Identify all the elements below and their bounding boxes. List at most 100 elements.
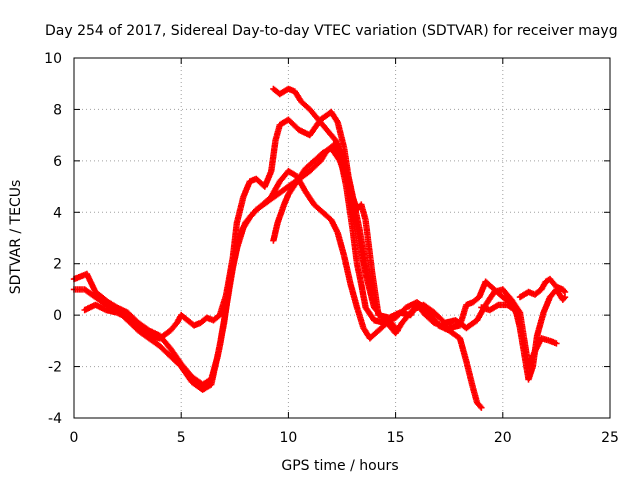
y-tick-label: 8 [53, 102, 62, 118]
x-tick-label: 0 [70, 430, 79, 446]
data-point-markers [422, 311, 437, 325]
x-axis-label: GPS time / hours [281, 458, 398, 474]
data-point-markers [529, 334, 541, 370]
data-point-markers [542, 276, 552, 285]
data-point-markers [199, 377, 213, 388]
data-point-markers [499, 286, 514, 302]
data-point-markers [270, 221, 281, 244]
x-tick-label: 5 [177, 430, 186, 446]
data-point-markers [302, 188, 317, 207]
data-point-markers [491, 286, 505, 300]
chart-title: Day 254 of 2017, Sidereal Day-to-day VTE… [45, 23, 618, 39]
data-point-markers [274, 203, 287, 226]
data-point-markers [81, 286, 98, 300]
data-point-markers [503, 301, 518, 313]
data-point-markers [285, 179, 300, 198]
data-point-markers [208, 344, 223, 388]
data-point-markers [223, 257, 236, 298]
data-point-markers [259, 194, 274, 208]
data-point-markers [216, 306, 230, 350]
x-tick-label: 10 [279, 430, 297, 446]
data-point-markers [298, 98, 312, 112]
data-point-markers [388, 319, 400, 333]
data-point-markers [362, 216, 375, 273]
data-point-markers [178, 311, 190, 323]
axis-ticks: 0 5 10 15 20 25 -4 -2 0 2 4 6 8 10 [44, 51, 619, 446]
data-point-markers [268, 138, 279, 175]
data-point-markers [456, 303, 469, 329]
data-point-markers [379, 314, 394, 326]
data-point-markers [349, 227, 360, 266]
series-track-5 [270, 85, 376, 298]
data-point-markers [319, 209, 334, 223]
y-tick-label: 6 [53, 154, 62, 170]
data-point-markers [499, 293, 512, 305]
data-point-markers [533, 311, 547, 339]
data-point-markers [351, 203, 362, 230]
data-point-markers [167, 353, 184, 369]
y-tick-label: 2 [53, 257, 62, 273]
data-point-markers [456, 335, 470, 363]
data-point-markers [559, 286, 568, 294]
data-point-markers [285, 167, 299, 179]
data-point-markers [274, 184, 291, 198]
data-point-markers [394, 327, 401, 334]
x-tick-label: 20 [494, 430, 512, 446]
data-point-markers [482, 290, 497, 309]
data-point-markers [540, 295, 553, 316]
data-point-markers [478, 404, 485, 411]
data-point-markers [347, 281, 360, 309]
data-point-markers [353, 260, 365, 286]
data-point-markers [233, 195, 247, 226]
data-point-markers [420, 301, 437, 315]
y-axis-label: SDTVAR / TECUs [8, 180, 24, 295]
data-point-markers [538, 280, 548, 293]
data-point-markers [371, 304, 385, 320]
data-series [70, 85, 569, 411]
data-point-markers [463, 358, 476, 389]
data-point-markers [156, 342, 173, 359]
series-track-7 [516, 275, 569, 301]
data-point-markers [413, 301, 428, 318]
data-point-markers [310, 201, 325, 215]
data-point-markers [261, 169, 274, 190]
data-point-markers [167, 320, 179, 334]
data-point-markers [347, 183, 358, 209]
data-point-markers [486, 302, 501, 314]
data-point-markers [512, 306, 523, 330]
data-point-markers [366, 328, 381, 342]
data-point-markers [315, 116, 330, 132]
data-point-markers [242, 210, 257, 226]
data-point-markers [328, 144, 343, 163]
data-point-markers [473, 399, 484, 410]
data-point-markers [553, 340, 560, 347]
data-point-markers [561, 288, 569, 296]
data-point-markers [469, 295, 482, 306]
data-point-markers [310, 151, 325, 165]
data-point-markers [482, 278, 497, 292]
data-point-markers [235, 220, 249, 242]
data-point-markers [362, 260, 375, 297]
x-tick-label: 25 [601, 430, 619, 446]
data-point-markers [135, 322, 151, 338]
data-point-markers [334, 229, 347, 258]
data-point-markers [302, 158, 317, 172]
data-point-markers [323, 126, 338, 143]
data-point-markers [546, 275, 559, 289]
data-point-markers [334, 119, 347, 150]
data-point-markers [340, 252, 354, 286]
data-point-markers [268, 179, 283, 201]
y-tick-label: 4 [53, 205, 62, 221]
y-tick-label: -4 [48, 411, 62, 427]
data-point-markers [229, 221, 240, 262]
data-point-markers [240, 179, 253, 201]
series-track-3 [81, 108, 517, 342]
data-point-markers [463, 318, 479, 332]
data-point-markers [328, 108, 340, 124]
x-tick-label: 15 [387, 430, 405, 446]
y-tick-label: 10 [44, 51, 62, 67]
data-point-markers [210, 313, 222, 324]
data-point-markers [216, 293, 229, 319]
y-tick-label: -2 [48, 360, 62, 376]
data-point-markers [516, 324, 528, 356]
